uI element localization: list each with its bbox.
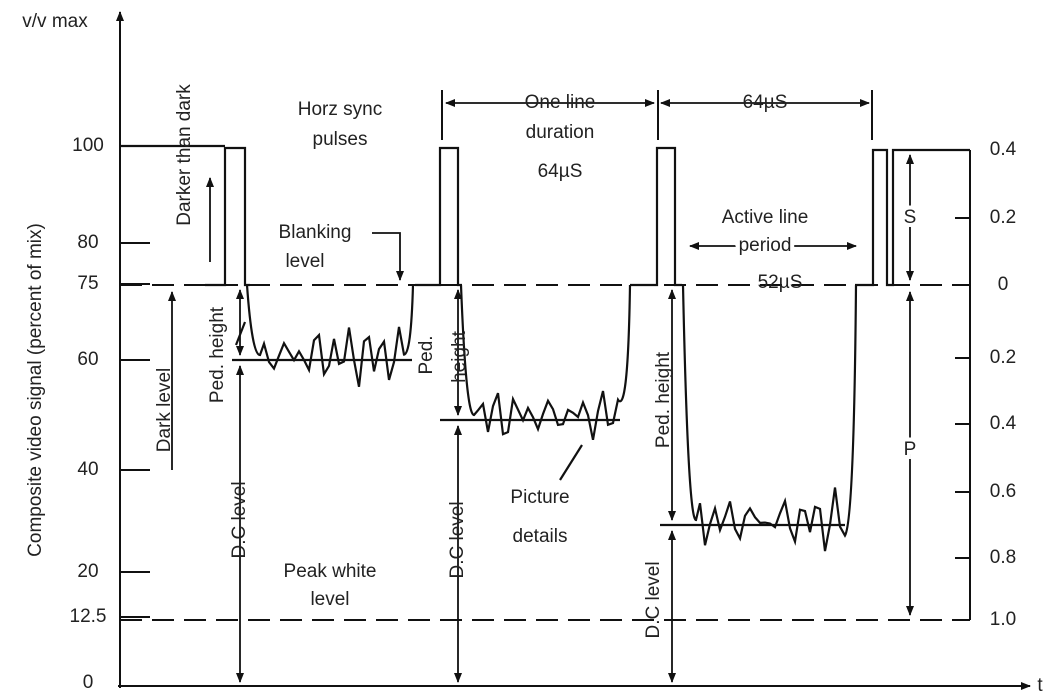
annotation: P: [904, 439, 917, 460]
left-tick-label: 0: [83, 672, 94, 693]
arrows: [168, 90, 914, 683]
annotation: Picture: [510, 487, 569, 508]
annotation: pulses: [313, 129, 368, 150]
left-tick-label: 75: [77, 273, 98, 294]
sync-pulse: [630, 146, 682, 287]
right-tick-label: 1.0: [990, 609, 1016, 630]
annotation: One line: [525, 92, 596, 113]
left-tick-label: 20: [77, 561, 98, 582]
left-tick-label: 40: [77, 459, 98, 480]
annotation: Darker than dark: [174, 84, 195, 226]
right-tick-label: 0.2: [990, 207, 1016, 228]
sync-pulse: [855, 148, 970, 287]
annotation: 64µS: [743, 92, 788, 113]
annotation: 64µS: [538, 161, 583, 182]
annotation: Active line: [722, 207, 809, 228]
sync-pulse: [205, 146, 250, 287]
annotation: D.C level: [229, 481, 250, 558]
annotation: details: [513, 526, 568, 547]
right-tick-label: 0.4: [990, 139, 1017, 160]
annotation: Ped. height: [653, 351, 674, 448]
left-tick-label: 12.5: [70, 606, 107, 627]
right-tick-label: 0: [998, 274, 1009, 295]
right-tick-label: 0.2: [990, 347, 1016, 368]
annotation: Ped.: [416, 335, 437, 374]
annotation: S: [904, 207, 917, 228]
annotation: 52µS: [758, 272, 803, 293]
sync-pulse: [415, 146, 462, 287]
left-tick-label: 100: [72, 135, 104, 156]
annotation: height: [449, 330, 470, 382]
annotation: Peak white: [284, 561, 377, 582]
right-tick-label: 0.4: [990, 413, 1017, 434]
annotation: D.C level: [643, 561, 664, 638]
axes: [116, 11, 1031, 690]
unit-label: v/v max: [22, 11, 88, 32]
annotation: level: [285, 251, 324, 272]
annotation: D.C level: [447, 501, 468, 578]
annotation: Blanking: [279, 222, 352, 243]
axis-title: Composite video signal (percent of mix): [25, 223, 46, 557]
left-tick-label: 60: [77, 349, 98, 370]
annotation: Dark level: [154, 368, 175, 452]
video-signal: [459, 284, 632, 441]
right-tick-label: 0.8: [990, 547, 1016, 568]
video-signal: [245, 284, 415, 388]
annotation: period: [739, 235, 792, 256]
annotation: Ped. height: [207, 306, 228, 403]
annotation: Horz sync: [298, 99, 382, 120]
annotation: duration: [526, 122, 595, 143]
right-tick-label: 0.6: [990, 481, 1016, 502]
left-tick-label: 80: [77, 232, 98, 253]
time-label: t: [1037, 675, 1043, 695]
annotation: level: [310, 589, 349, 610]
video-signal: [681, 284, 858, 552]
